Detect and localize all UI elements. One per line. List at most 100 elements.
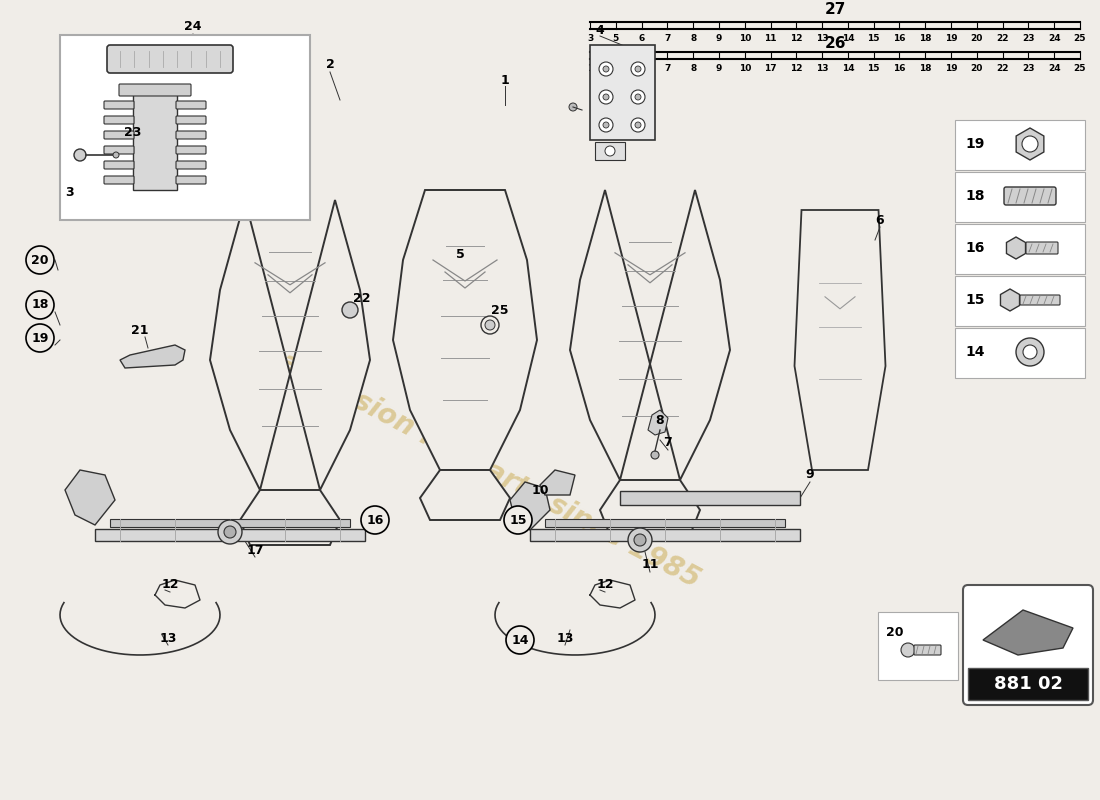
- Circle shape: [74, 149, 86, 161]
- Text: 18: 18: [918, 34, 932, 43]
- Text: 9: 9: [805, 469, 814, 482]
- Text: 25: 25: [1074, 64, 1087, 73]
- Text: 1: 1: [500, 74, 509, 86]
- FancyBboxPatch shape: [176, 101, 206, 109]
- Bar: [955, 328, 1085, 378]
- Circle shape: [485, 320, 495, 330]
- Text: 22: 22: [997, 64, 1009, 73]
- Bar: [955, 276, 1085, 326]
- FancyBboxPatch shape: [544, 519, 785, 527]
- Circle shape: [342, 302, 358, 318]
- FancyBboxPatch shape: [104, 101, 134, 109]
- Text: 18: 18: [31, 298, 48, 311]
- Polygon shape: [794, 210, 886, 470]
- Text: 25: 25: [492, 303, 508, 317]
- Polygon shape: [120, 345, 185, 368]
- Text: 12: 12: [162, 578, 178, 591]
- Text: 5: 5: [613, 34, 619, 43]
- Text: 24: 24: [1048, 34, 1060, 43]
- FancyBboxPatch shape: [176, 146, 206, 154]
- Circle shape: [635, 122, 641, 128]
- FancyBboxPatch shape: [104, 116, 134, 124]
- Circle shape: [603, 94, 609, 100]
- Text: 24: 24: [1048, 64, 1060, 73]
- FancyBboxPatch shape: [620, 491, 800, 505]
- FancyBboxPatch shape: [104, 146, 134, 154]
- Polygon shape: [570, 190, 730, 480]
- Circle shape: [26, 291, 54, 319]
- Text: 17: 17: [246, 543, 264, 557]
- Text: 10: 10: [531, 483, 549, 497]
- Text: 23: 23: [1022, 64, 1035, 73]
- Circle shape: [631, 90, 645, 104]
- Bar: [955, 172, 1085, 222]
- Circle shape: [628, 528, 652, 552]
- FancyBboxPatch shape: [530, 529, 800, 541]
- Circle shape: [504, 506, 532, 534]
- Circle shape: [600, 62, 613, 76]
- FancyBboxPatch shape: [176, 176, 206, 184]
- Text: 16: 16: [893, 64, 905, 73]
- Text: 14: 14: [842, 34, 855, 43]
- Bar: [955, 224, 1085, 274]
- Text: 14: 14: [842, 64, 855, 73]
- Polygon shape: [420, 470, 510, 520]
- FancyBboxPatch shape: [107, 45, 233, 73]
- Text: 15: 15: [868, 64, 880, 73]
- Text: 19: 19: [965, 137, 985, 151]
- Text: 3: 3: [587, 34, 593, 43]
- Bar: [60, 35, 310, 220]
- Polygon shape: [983, 610, 1072, 655]
- Polygon shape: [393, 190, 537, 470]
- Circle shape: [901, 643, 915, 657]
- Circle shape: [635, 66, 641, 72]
- Circle shape: [631, 62, 645, 76]
- Circle shape: [26, 324, 54, 352]
- Circle shape: [605, 146, 615, 156]
- FancyBboxPatch shape: [119, 84, 191, 96]
- Text: 13: 13: [160, 631, 177, 645]
- Circle shape: [26, 246, 54, 274]
- Text: 11: 11: [641, 558, 659, 571]
- FancyBboxPatch shape: [176, 161, 206, 169]
- Text: 13: 13: [816, 34, 828, 43]
- Text: 14: 14: [965, 345, 985, 359]
- Circle shape: [569, 103, 578, 111]
- Text: 6: 6: [638, 34, 645, 43]
- Text: 19: 19: [945, 34, 957, 43]
- Text: 20: 20: [886, 626, 903, 639]
- Bar: [590, 45, 654, 140]
- Text: 22: 22: [997, 34, 1009, 43]
- Text: 2: 2: [613, 64, 619, 73]
- Polygon shape: [540, 470, 575, 495]
- Text: 20: 20: [970, 34, 983, 43]
- FancyBboxPatch shape: [110, 519, 350, 527]
- Bar: [878, 612, 958, 680]
- Text: 12: 12: [790, 64, 803, 73]
- Circle shape: [651, 451, 659, 459]
- Text: 15: 15: [965, 293, 985, 307]
- Polygon shape: [510, 482, 550, 530]
- Polygon shape: [210, 200, 370, 490]
- Text: 11: 11: [764, 34, 777, 43]
- FancyBboxPatch shape: [1026, 242, 1058, 254]
- Circle shape: [1023, 345, 1037, 359]
- Polygon shape: [240, 490, 340, 545]
- Text: 8: 8: [690, 34, 696, 43]
- Text: 23: 23: [1022, 34, 1035, 43]
- Text: 7: 7: [664, 64, 671, 73]
- Text: 22: 22: [353, 291, 371, 305]
- Text: 7: 7: [663, 435, 672, 449]
- Circle shape: [218, 520, 242, 544]
- Text: 3: 3: [66, 186, 75, 198]
- Text: 21: 21: [131, 323, 149, 337]
- FancyBboxPatch shape: [914, 645, 940, 655]
- Text: 23: 23: [124, 126, 142, 138]
- FancyBboxPatch shape: [176, 116, 206, 124]
- Circle shape: [631, 118, 645, 132]
- Text: 16: 16: [893, 34, 905, 43]
- Text: 15: 15: [509, 514, 527, 526]
- Text: 10: 10: [738, 34, 751, 43]
- Text: 27: 27: [824, 2, 846, 18]
- Circle shape: [361, 506, 389, 534]
